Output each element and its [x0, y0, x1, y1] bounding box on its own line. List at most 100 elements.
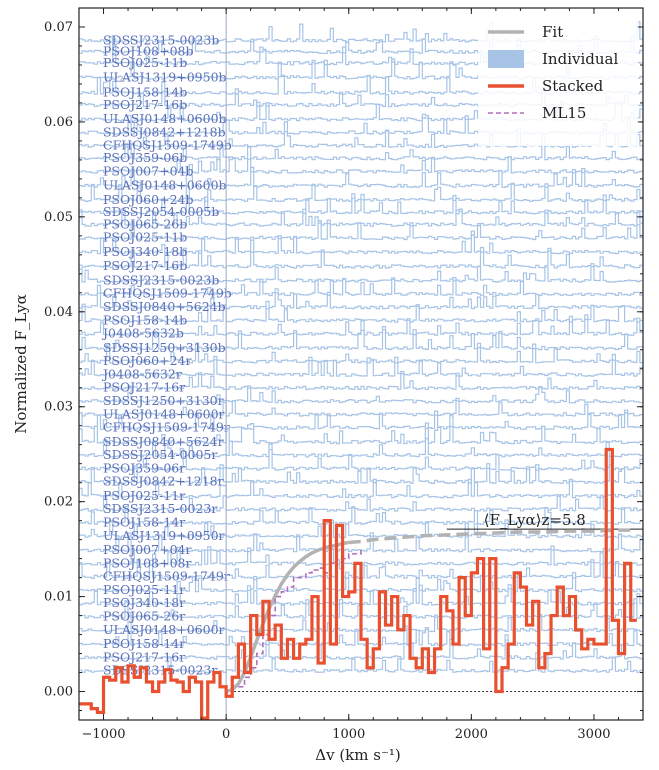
spectrum-label: PSOJ060+24r	[103, 353, 191, 368]
individual-spectrum	[79, 329, 643, 351]
spectrum-label: PSOJ217-16r	[103, 380, 185, 395]
legend-label: ML15	[542, 104, 586, 122]
spectrum-label: SDSSJ2054-0005b	[103, 204, 219, 219]
spectrum-label: PSOJ025-11r	[103, 582, 185, 597]
spectrum-label: PSOJ065-26b	[103, 216, 187, 231]
individual-spectrum	[79, 370, 643, 391]
individual-spectrum	[79, 355, 643, 377]
spectrum-label: PSOJ025-11b	[103, 230, 187, 245]
spectrum-label: PSOJ217-16r	[103, 649, 185, 664]
spectrum-label: PSOJ359-06b	[103, 150, 187, 165]
legend-label: Individual	[542, 50, 618, 68]
individual-spectrum	[79, 652, 643, 673]
spectrum-label: ULASJ0148+0600r	[103, 406, 225, 421]
spectrum-label: SDSSJ1250+3130r	[103, 393, 224, 408]
y-tick-label: 0.00	[44, 685, 73, 700]
spectrum-label: PSOJ359-06r	[103, 460, 185, 475]
individual-spectrum	[79, 625, 643, 647]
legend-label: Stacked	[542, 77, 604, 95]
spectrum-label: PSOJ158-14b	[103, 312, 187, 327]
spectrum-label: PSOJ060+24b	[103, 192, 193, 207]
individual-spectrum	[79, 193, 643, 215]
fit-line	[225, 540, 349, 694]
individual-spectrum	[79, 478, 643, 499]
individual-spectrum	[79, 463, 643, 484]
spectrum-label: PSOJ217-16b	[103, 258, 187, 273]
x-tick-label: 1000	[332, 727, 365, 742]
spectrum-label: PSOJ007+04r	[103, 542, 191, 557]
spectrum-label: SDSSJ2315-0023b	[103, 272, 219, 287]
spectrum-label: ULASJ0148+0600r	[103, 622, 225, 637]
x-tick-label: 3000	[577, 727, 610, 742]
x-tick-label: 0	[222, 727, 230, 742]
individual-spectrum	[79, 422, 643, 445]
plot-frame	[78, 7, 644, 721]
x-tick-label: −1000	[82, 727, 126, 742]
individual-spectrum	[79, 156, 643, 174]
fit-extrapolation-line	[348, 528, 631, 545]
mean-flux-label: ⟨F_Lyα⟩z=5.8	[484, 511, 586, 529]
spectrum-label: PSOJ065-26r	[103, 609, 185, 624]
spectrum-label: CFHQSJ1509-1749r	[103, 569, 230, 584]
legend: Fit Individual Stacked ML15	[478, 14, 638, 146]
spectrum-label: PSOJ158-14r	[103, 515, 185, 530]
individual-spectra	[79, 21, 643, 673]
spectrum-label: CFHQSJ1509-1749b	[103, 286, 232, 301]
y-tick-label: 0.07	[44, 20, 73, 35]
y-tick-label: 0.06	[44, 115, 73, 130]
individual-spectrum	[79, 449, 643, 471]
y-tick-label: 0.03	[44, 400, 73, 415]
spectrum-label: PSOJ340-18b	[103, 244, 187, 259]
individual-spectrum	[79, 263, 643, 283]
series-lines	[79, 8, 643, 720]
individual-spectrum	[79, 246, 643, 269]
spectrum-label: PSOJ158-14b	[103, 84, 187, 99]
individual-spectrum	[79, 288, 643, 310]
spectrum-label: PSOJ108+08b	[103, 44, 193, 59]
spectrum-label: SDSSJ0840+5624r	[103, 434, 224, 449]
legend-swatch	[488, 50, 524, 68]
x-axis-label: Δv (km s⁻¹)	[315, 746, 401, 764]
individual-spectrum	[79, 638, 643, 660]
spectra-labels: SDSSJ2315-0023bPSOJ108+08bPSOJ025-11bULA…	[101, 32, 232, 677]
stacked-line	[79, 447, 637, 720]
spectrum-label: ULASJ1319+0950r	[103, 528, 225, 543]
x-tick-label: 2000	[455, 727, 488, 742]
spectrum-label: J0408-5632r	[101, 366, 182, 381]
spectrum-label: SDSSJ1250+3130b	[103, 340, 226, 355]
y-tick-label: 0.01	[44, 590, 73, 605]
spectrum-label: SDSSJ0840+5624b	[103, 299, 226, 314]
y-tick-label: 0.05	[44, 210, 73, 225]
spectrum-label: PSOJ158-14r	[103, 636, 185, 651]
spectrum-label: SDSSJ2054-0005r	[103, 447, 217, 462]
spectrum-label: SDSSJ2315-0023b	[103, 32, 219, 47]
spectrum-label: J0408-5632b	[101, 326, 184, 341]
spectrum-label: SDSSJ2315-0023r	[103, 501, 217, 516]
spectrum-label: ULASJ0148+0600b	[103, 178, 227, 193]
spectrum-label: PSOJ108+08r	[103, 555, 191, 570]
spectrum-label: SDSSJ0842+1218r	[103, 474, 224, 489]
individual-spectrum	[79, 517, 643, 539]
spectrum-label: CFHQSJ1509-1749b	[103, 138, 232, 153]
spectrum-label: PSOJ217-16b	[103, 97, 187, 112]
spectrum-label: ULASJ0148+0600b	[103, 111, 227, 126]
y-axis-label: Normalized F_Lyα	[12, 294, 30, 433]
spectrum-label: CFHQSJ1509-1749r	[103, 420, 230, 435]
legend-label: Fit	[542, 23, 563, 41]
individual-spectrum	[79, 385, 643, 404]
individual-spectrum	[79, 409, 643, 430]
legend-box	[478, 14, 638, 146]
spectrum-label: PSOJ025-11b	[103, 55, 187, 70]
spectrum-label: PSOJ025-11r	[103, 488, 185, 503]
spectrum-label: ULASJ1319+0950b	[103, 69, 227, 84]
individual-spectrum	[79, 397, 643, 417]
individual-spectrum	[79, 219, 643, 241]
spectrum-label: SDSSJ0842+1218b	[103, 124, 226, 139]
individual-spectrum	[79, 142, 643, 161]
axes: −1000 0 1000 2000 3000 0.00 0.01 0.02 0.03 0.04 0.…	[44, 7, 644, 742]
y-tick-label: 0.02	[44, 495, 73, 510]
individual-spectrum	[79, 165, 643, 188]
individual-spectrum	[79, 505, 643, 525]
spectrum-label: PSOJ007+04b	[103, 163, 193, 178]
